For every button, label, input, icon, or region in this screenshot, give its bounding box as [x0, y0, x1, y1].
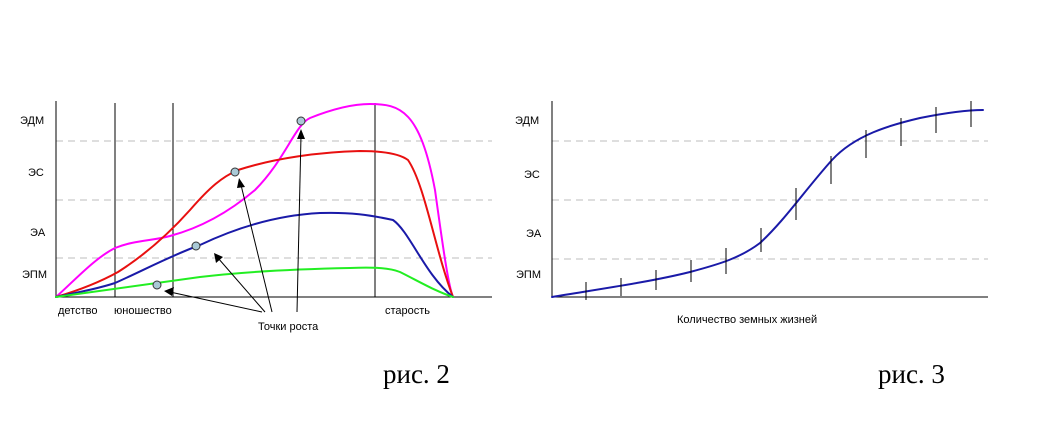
curve-blue [55, 211, 454, 298]
fig3-level-label-epm: ЭПМ [516, 269, 541, 281]
arrowhead-red [237, 178, 245, 188]
growth-points-label: Точки роста [258, 321, 319, 333]
curve-magenta [55, 102, 454, 298]
arrow-to-green [169, 291, 263, 313]
curve-green [55, 266, 454, 298]
stage-label-childhood: детство [58, 305, 97, 317]
fig3-curve [551, 109, 984, 298]
arrow-to-red [240, 184, 273, 313]
fig3-level-label-ea: ЭА [526, 228, 542, 240]
stage-label-old-age: старость [385, 305, 430, 317]
level-label-ea: ЭА [30, 227, 46, 239]
arrowhead-blue [214, 253, 223, 263]
arrow-to-magenta [296, 135, 302, 313]
growth-point-blue [191, 241, 201, 251]
level-label-edm: ЭДМ [20, 115, 44, 127]
growth-point-magenta [296, 116, 306, 126]
figure-3-caption: рис. 3 [878, 359, 945, 389]
growth-point-red [230, 167, 240, 177]
level-label-es: ЭС [28, 167, 44, 179]
fig3-life-ticks [585, 101, 972, 300]
stage-label-youth: юношество [114, 305, 172, 317]
curve-red [55, 149, 454, 298]
figure-2-caption: рис. 2 [383, 359, 450, 389]
fig3-level-label-edm: ЭДМ [515, 115, 539, 127]
growth-point-green [152, 280, 162, 290]
arrowhead-green [164, 287, 174, 296]
arrowhead-magenta [297, 129, 305, 139]
fig3-level-label-es: ЭС [524, 169, 540, 181]
figure-2: ЭДМ ЭС ЭА ЭПМ детство юношество старость… [20, 101, 492, 389]
level-label-epm: ЭПМ [22, 269, 47, 281]
fig3-x-label: Количество земных жизней [677, 314, 817, 326]
growth-point-arrows [164, 129, 305, 313]
arrow-to-blue [217, 257, 266, 313]
figure-3: ЭДМ ЭС ЭА ЭПМ Количество земных жизней р… [515, 101, 988, 389]
